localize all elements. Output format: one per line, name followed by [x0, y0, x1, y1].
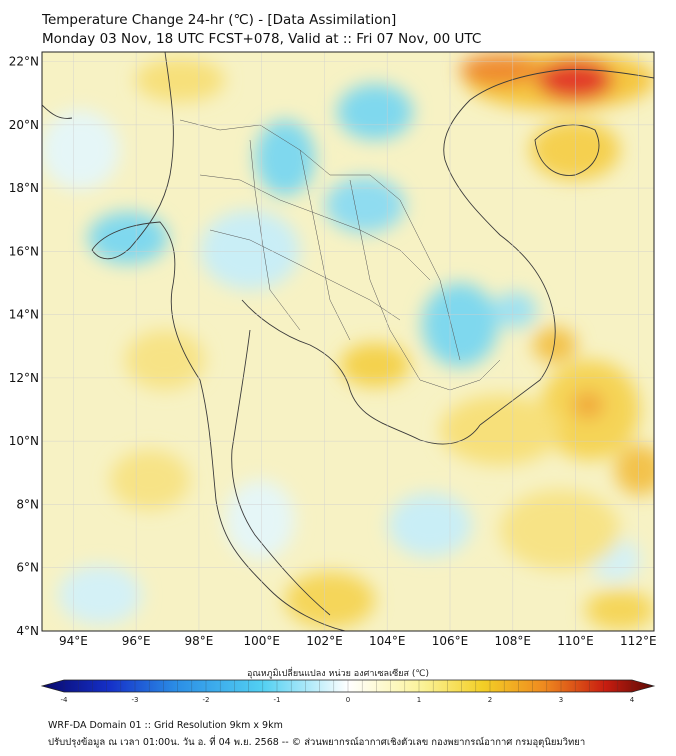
footer-model-info: WRF-DA Domain 01 :: Grid Resolution 9km …	[48, 720, 283, 731]
warm-patch	[125, 330, 205, 390]
coastlines	[42, 52, 654, 631]
lat-label: 4°N	[16, 624, 39, 638]
colorbar-tick-label: -3	[132, 696, 139, 704]
colorbar-tick-label: 0	[346, 696, 350, 704]
map-frame	[41, 51, 655, 632]
colorbar-label: อุณหภูมิเปลี่ยนแปลง หน่วย องศาเซลเซียส (…	[246, 669, 430, 679]
lat-label: 18°N	[9, 181, 39, 195]
gridlines	[42, 52, 654, 631]
footer-credit: ปรับปรุงข้อมูล ณ เวลา 01:00น. วัน อ. ที่…	[48, 737, 586, 748]
cool-patch	[200, 210, 300, 290]
coastline-bangladesh	[42, 104, 73, 119]
warm-patch	[460, 54, 540, 86]
border-line	[249, 139, 301, 331]
warm-patch	[110, 450, 190, 510]
coastline-hainan	[534, 124, 600, 176]
lon-label: 112°E	[620, 634, 657, 648]
lon-label: 108°E	[495, 634, 532, 648]
lat-label: 20°N	[9, 118, 39, 132]
cool-patch	[225, 480, 295, 560]
colorbar-tick-label: 2	[488, 696, 492, 704]
admin-borders	[179, 119, 501, 391]
border-line	[419, 359, 501, 391]
lon-label: 110°E	[557, 634, 594, 648]
cool-patch	[422, 283, 498, 367]
colorbar-ticks: -4 -3 -2 -1 0 1 2 3 4	[61, 680, 635, 704]
warm-patch	[615, 445, 654, 495]
colorbar-tick-label: -2	[203, 696, 210, 704]
cool-patch	[255, 120, 315, 196]
lon-label: 104°E	[369, 634, 406, 648]
lon-label: 96°E	[122, 634, 151, 648]
cool-patch	[58, 565, 142, 625]
lon-label: 102°E	[306, 634, 343, 648]
coastline-west-peninsula	[91, 221, 346, 631]
lat-label: 10°N	[9, 434, 39, 448]
cool-patch	[88, 212, 168, 264]
warm-patch	[440, 395, 560, 465]
lat-label: 12°N	[9, 371, 39, 385]
colorbar-tick-label: -4	[61, 696, 69, 704]
colorbar-tick-label: 1	[417, 696, 421, 704]
border-line	[349, 179, 421, 381]
warm-patch	[285, 572, 375, 628]
coastline-myanmar	[91, 52, 174, 260]
warm-patch	[585, 590, 654, 630]
lat-label: 8°N	[16, 497, 39, 511]
axis-labels: 94°E 96°E 98°E 100°E 102°E 104°E 106°E 108°E 110…	[9, 54, 657, 648]
coastline-vietnam	[443, 69, 654, 426]
border-line	[209, 229, 401, 321]
hot-patch	[537, 60, 613, 100]
colorbar-tick-label: 4	[630, 696, 635, 704]
border-line	[179, 119, 461, 361]
border-line	[199, 174, 431, 281]
lat-label: 6°N	[16, 561, 39, 575]
lat-label: 14°N	[9, 308, 39, 322]
lon-label: 106°E	[432, 634, 469, 648]
cool-patch	[325, 177, 405, 233]
colorbar-tick-label: -1	[274, 696, 281, 704]
lat-label: 22°N	[9, 54, 39, 68]
lon-label: 100°E	[243, 634, 280, 648]
chart-title: Temperature Change 24-hr (℃) - [Data Ass…	[42, 12, 397, 28]
lon-label: 94°E	[59, 634, 88, 648]
temperature-field	[42, 52, 654, 631]
warm-patch	[530, 120, 620, 180]
colorbar-tick-label: 3	[559, 696, 563, 704]
cool-patch	[337, 84, 413, 140]
coastline-east-peninsula	[231, 329, 331, 616]
coastline-gulf	[241, 299, 481, 445]
chart-subtitle: Monday 03 Nov, 18 UTC FCST+078, Valid at…	[42, 31, 482, 47]
warm-patch	[572, 391, 604, 419]
warm-patch	[533, 327, 577, 363]
warm-patch	[340, 343, 410, 387]
colorbar: -4 -3 -2 -1 0 1 2 3 4	[40, 679, 656, 704]
warm-patch	[500, 490, 620, 570]
lon-label: 98°E	[184, 634, 213, 648]
lat-label: 16°N	[9, 244, 39, 258]
warm-patch	[135, 58, 225, 102]
border-line	[299, 149, 351, 341]
cool-patch	[493, 292, 537, 328]
cool-patch	[388, 493, 472, 557]
cool-patch	[42, 110, 120, 190]
